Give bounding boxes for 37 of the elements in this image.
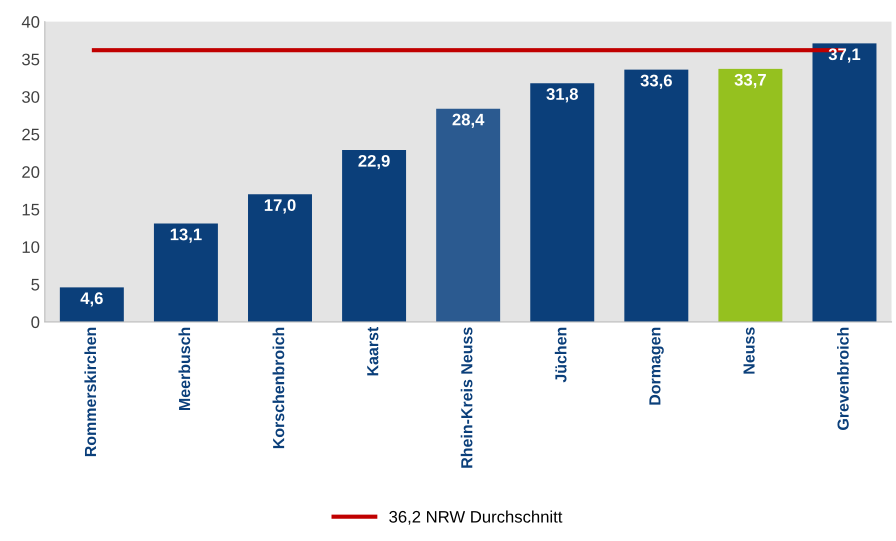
data-label: 13,1 xyxy=(170,228,202,243)
data-label: 33,6 xyxy=(640,74,672,89)
x-tick-label: Meerbusch xyxy=(178,328,190,410)
x-tick-label: Jüchen xyxy=(554,328,567,382)
y-tick-label: 15 xyxy=(22,204,40,216)
data-label: 28,4 xyxy=(452,114,484,128)
y-tick-label: 20 xyxy=(22,166,40,178)
y-tick-label: 0 xyxy=(31,316,40,328)
x-tick-label: Neuss xyxy=(744,327,755,374)
y-tick-label: 40 xyxy=(22,16,40,28)
legend-label: 36,2 NRW Durchschnitt xyxy=(389,510,562,525)
bar xyxy=(154,224,218,322)
bar xyxy=(342,150,406,322)
y-tick-label: 30 xyxy=(22,91,40,103)
x-tick-label: Korschenbroich xyxy=(272,328,284,448)
y-tick-label: 5 xyxy=(31,278,40,291)
bar xyxy=(436,108,500,322)
data-label: 37,1 xyxy=(828,48,860,63)
x-tick-label: Grevenbroich xyxy=(837,328,849,430)
x-tick-label: Kaarst xyxy=(367,326,378,376)
data-label: 31,8 xyxy=(546,88,578,102)
bar xyxy=(248,194,312,322)
bar xyxy=(812,43,876,322)
y-tick-label: 10 xyxy=(22,241,40,254)
x-tick-label: Rhein-Kreis Neuss xyxy=(460,327,472,468)
bar xyxy=(718,68,782,322)
data-label: 22,9 xyxy=(358,154,390,170)
y-tick-label: 35 xyxy=(22,54,40,66)
x-tick-label: Dormagen xyxy=(649,328,664,405)
data-label: 17,0 xyxy=(264,199,296,214)
data-label: 4,6 xyxy=(80,292,103,307)
y-tick-label: 25 xyxy=(22,128,40,140)
bar xyxy=(624,70,688,322)
data-label: 33,7 xyxy=(734,74,766,88)
x-tick-label: Rommerskirchen xyxy=(84,328,96,456)
bar xyxy=(60,287,124,322)
bar xyxy=(530,83,594,322)
